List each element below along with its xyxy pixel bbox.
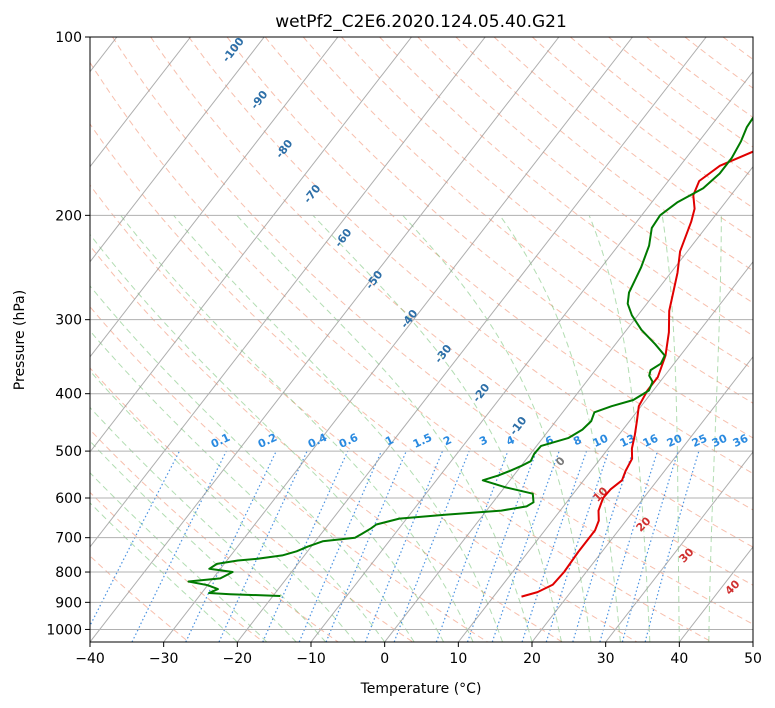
- mixing-ratio-line: [599, 450, 659, 642]
- moist-adiabat-line: [90, 406, 327, 642]
- x-tick-label: 30: [597, 651, 615, 667]
- mixing-ratio-line: [466, 450, 538, 642]
- chart-title: wetPf2_C2E6.2020.124.05.40.G21: [275, 12, 567, 32]
- moist-adiabat-line: [236, 214, 533, 642]
- mixing-ratio-line: [621, 450, 679, 642]
- dewpoint-line: [187, 116, 753, 597]
- isotherm-line: [236, 37, 707, 642]
- y-axis-label: Pressure (hPa): [12, 290, 28, 390]
- y-tick-label: 100: [55, 30, 82, 46]
- mixing-ratio-line: [298, 450, 383, 642]
- dry-adiabat-line: [761, 37, 775, 642]
- isotherm-line: [90, 37, 191, 168]
- isotherm-line: [90, 37, 486, 548]
- dry-adiabat-line: [302, 37, 753, 404]
- mixing-ratio-label: 30: [710, 432, 730, 450]
- dry-adiabat-line: [150, 37, 753, 548]
- dry-adiabat-line: [90, 491, 264, 642]
- moist-adiabat-line: [90, 330, 386, 642]
- mixing-ratio-line: [262, 450, 349, 642]
- x-tick-label: 20: [523, 651, 541, 667]
- moist-adiabat-line: [588, 215, 651, 642]
- moist-adiabat-line: [90, 285, 415, 642]
- mixing-ratio-line: [364, 450, 444, 642]
- x-axis-label: Temperature (°C): [360, 681, 482, 697]
- x-tick-label: 0: [380, 651, 389, 667]
- plot-background: [90, 37, 753, 642]
- moist-adiabat-line: [90, 233, 445, 642]
- moist-adiabat-line: [90, 502, 238, 642]
- temperature-line: [521, 150, 753, 598]
- y-tick-label: 800: [55, 565, 82, 581]
- x-tick-label: 40: [670, 651, 688, 667]
- mixing-ratio-line: [491, 450, 560, 642]
- y-tick-label: 300: [55, 313, 82, 329]
- dry-adiabat-line: [90, 367, 414, 642]
- isotherm-line: [457, 260, 753, 642]
- isotherm-line: [90, 37, 412, 453]
- x-tick-label: 50: [744, 651, 762, 667]
- dry-adiabat-line: [493, 37, 753, 240]
- moist-adiabat-line: [120, 214, 474, 642]
- dry-adiabat-line: [112, 37, 753, 586]
- isotherm-line: [90, 37, 339, 358]
- axes: −40 −30 −20 −10 0 10 20 30 40 50 100 200 300 400 500 60…: [46, 30, 762, 667]
- mixing-ratio-label: 20: [665, 432, 685, 450]
- moist-adiabat-line: [499, 215, 621, 642]
- isotherm-line: [90, 37, 560, 642]
- mixing-ratio-line: [572, 450, 634, 642]
- mixing-ratio-line: [521, 450, 588, 642]
- isotherm-line: [310, 70, 753, 642]
- moist-adiabat-line: [173, 214, 503, 642]
- moist-adiabat-line: [90, 440, 297, 642]
- dry-adiabat-line: [379, 37, 753, 337]
- x-tick-label: 10: [449, 651, 467, 667]
- mixing-ratio-line: [325, 450, 407, 642]
- dry-adiabat-line: [341, 37, 753, 370]
- x-tick-label: −10: [296, 651, 326, 667]
- y-tick-label: 200: [55, 208, 82, 224]
- dry-adiabat-line: [90, 61, 753, 625]
- profile-series: [187, 116, 753, 598]
- isotherm-line: [752, 641, 753, 642]
- isotherm-line: [605, 451, 753, 642]
- y-tick-label: 700: [55, 531, 82, 547]
- mixing-ratio-line: [545, 450, 610, 642]
- dry-adiabat-line: [570, 37, 753, 178]
- dry-adiabat-line: [188, 37, 753, 511]
- y-tick-label: 400: [55, 387, 82, 403]
- dry-adiabat-line: [90, 245, 563, 642]
- mixing-ratio-label: 25: [690, 432, 709, 450]
- dry-adiabat-line: [90, 184, 638, 642]
- isotherm-line: [163, 37, 633, 642]
- mixing-ratio-line: [435, 450, 509, 642]
- x-tick-label: −20: [223, 651, 253, 667]
- moist-adiabat-line: [90, 472, 268, 642]
- mixing-ratio-label: 36: [731, 432, 751, 450]
- dry-adiabat-line: [455, 37, 753, 272]
- moist-adiabat-line: [708, 215, 722, 642]
- dry-adiabat-line: [608, 37, 753, 148]
- moist-adiabat-line: [661, 215, 680, 642]
- x-tick-label: −30: [149, 651, 179, 667]
- y-tick-label: 1000: [46, 622, 82, 638]
- mixing-ratio-label: 16: [641, 432, 661, 450]
- y-tick-label: 900: [55, 595, 82, 611]
- isotherm-line: [531, 356, 753, 642]
- mixing-ratio-label: 10: [591, 432, 611, 450]
- y-tick-label: 500: [55, 444, 82, 460]
- y-tick-label: 600: [55, 491, 82, 507]
- x-tick-label: −40: [75, 651, 105, 667]
- dry-adiabat-line: [90, 123, 712, 642]
- isotherm-line: [90, 37, 265, 263]
- dry-adiabat-line: [264, 37, 753, 439]
- isotherm-line: [384, 165, 753, 642]
- plot-frame: [89, 36, 754, 643]
